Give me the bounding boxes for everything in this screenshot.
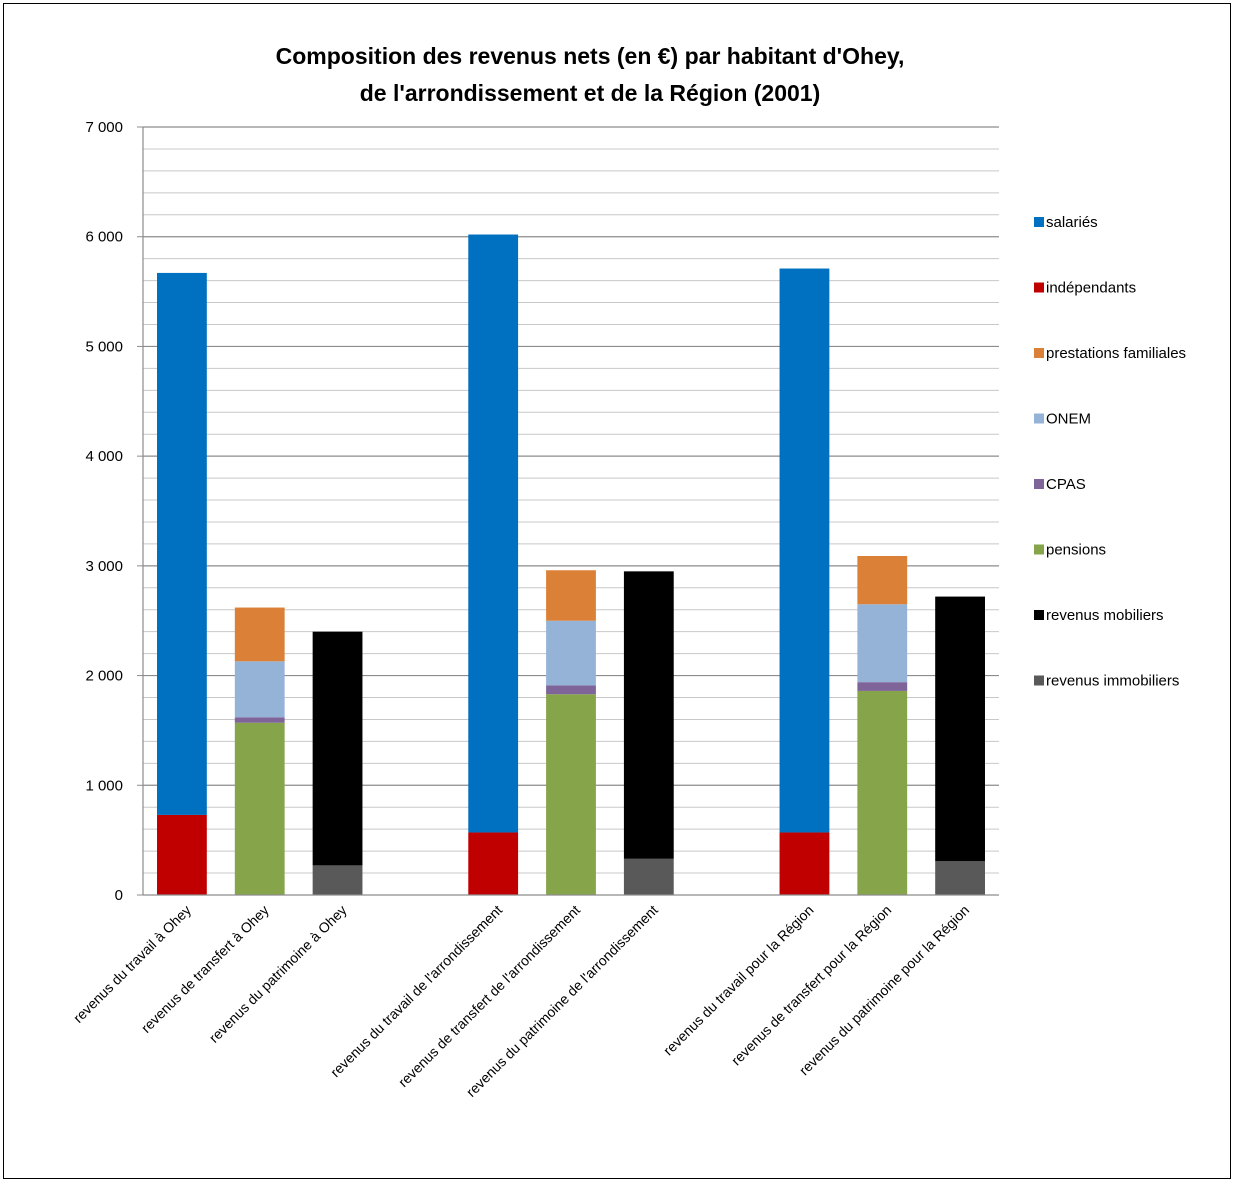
bar-segment-cpas (857, 682, 908, 691)
bar-segment-indépendants (157, 814, 207, 895)
legend-label: indépendants (1046, 280, 1136, 297)
chart-title-line-2: de l'arrondissement et de la Région (200… (360, 80, 821, 106)
legend-label: ONEM (1046, 411, 1091, 428)
bars (157, 234, 985, 895)
bar-segment-pensions (857, 690, 908, 895)
chart-frame (3, 3, 1231, 1179)
legend-swatch (1034, 544, 1044, 555)
bar-segment-revenus-mobiliers (312, 631, 363, 866)
legend-label: revenus mobiliers (1046, 607, 1164, 624)
bar-segment-prestations-familiales (857, 555, 908, 605)
axes (137, 126, 999, 896)
x-category-label: revenus de transfert à Ohey (138, 902, 272, 1036)
x-category-label: revenus de transfert pour la Région (728, 902, 895, 1069)
bar-segment-cpas (234, 717, 285, 723)
bar-segment-prestations-familiales (546, 570, 596, 621)
x-category-label: revenus du patrimoine à Ohey (206, 902, 350, 1046)
legend-swatch (1034, 217, 1044, 227)
legend-swatch (1034, 413, 1044, 424)
legend-label: pensions (1046, 542, 1106, 559)
bar-segment-indépendants (468, 832, 519, 895)
legend-label: CPAS (1046, 476, 1086, 493)
legend-swatch (1034, 675, 1044, 686)
y-tick-label: 2 000 (85, 668, 123, 685)
bar-segment-prestations-familiales (234, 607, 285, 662)
y-tick-label: 1 000 (85, 777, 123, 794)
legend: salariés indépendants prestations familial… (1034, 214, 1186, 690)
legend-swatch (1034, 610, 1044, 620)
y-tick-label: 5 000 (85, 338, 123, 355)
x-category-label: revenus du patrimoine pour la Région (796, 902, 972, 1078)
chart-title-line-1: Composition des revenus nets (en €) par … (276, 43, 905, 69)
y-tick-label: 0 (115, 887, 123, 904)
x-category-label: revenus du travail pour la Région (660, 902, 817, 1059)
bar-segment-pensions (234, 722, 285, 895)
bar-segment-onem (546, 620, 596, 686)
bar-segment-onem (234, 661, 285, 718)
bar-segment-salariés (157, 272, 207, 815)
legend-label: salariés (1046, 214, 1098, 231)
y-tick-label: 3 000 (85, 558, 123, 575)
bar-segment-salariés (779, 268, 830, 833)
bar-segment-revenus-immobiliers (935, 860, 985, 895)
y-tick-label: 6 000 (85, 229, 123, 246)
bar-segment-revenus-mobiliers (935, 596, 985, 861)
bar-segment-revenus-mobiliers (623, 571, 674, 859)
bar-segment-revenus-immobiliers (312, 865, 363, 895)
legend-swatch (1034, 282, 1044, 293)
bar-segment-revenus-immobiliers (623, 858, 674, 895)
bar-segment-indépendants (779, 832, 830, 895)
legend-swatch (1034, 348, 1044, 358)
legend-label: prestations familiales (1046, 345, 1186, 362)
legend-label: revenus immobiliers (1046, 673, 1179, 690)
y-tick-label: 7 000 (85, 119, 123, 136)
bar-segment-pensions (546, 694, 596, 895)
bar-segment-salariés (468, 234, 519, 833)
bar-segment-cpas (546, 685, 596, 695)
y-tick-labels: 0 1 000 2 000 3 000 4 000 5 000 6 000 7 000 (85, 119, 123, 904)
legend-swatch (1034, 479, 1044, 489)
x-category-label: revenus du travail de l'arrondissement (327, 902, 505, 1080)
y-tick-label: 4 000 (85, 448, 123, 465)
bar-segment-onem (857, 604, 908, 683)
